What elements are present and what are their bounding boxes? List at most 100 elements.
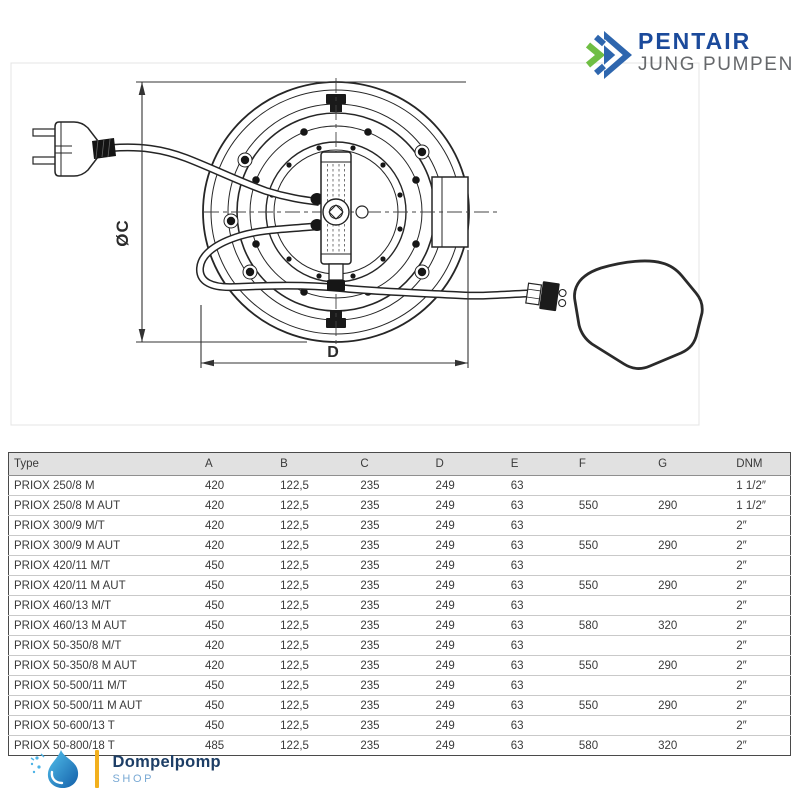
column-header: A	[196, 452, 273, 476]
drawing-border	[10, 62, 700, 426]
cell-value: 450	[196, 695, 273, 716]
table-body: PRIOX 250/8 M 420 122,5 235 249 63 1 1/2″ PRIOX…	[8, 476, 791, 756]
cell-value: 580	[570, 615, 651, 636]
column-header: DNM	[728, 452, 791, 476]
cell-type: PRIOX 250/8 M	[14, 479, 95, 492]
cell-value: 235	[352, 675, 428, 696]
table-row: PRIOX 420/11 M AUT 450 122,5 235 249 63 550 290…	[8, 575, 791, 596]
cell-value: 320	[650, 735, 729, 756]
pentair-subtitle: JUNG PUMPEN	[638, 54, 794, 75]
column-header: G	[650, 452, 729, 476]
cell-type: PRIOX 300/9 M/T	[8, 515, 197, 536]
table-row: PRIOX 50-600/13 T 450 122,5 235 249 63 2″	[8, 715, 791, 736]
cell-value	[650, 515, 729, 536]
cell-value: 420	[196, 655, 273, 676]
cell-value: 235	[352, 695, 428, 716]
cell-value: 2″	[728, 695, 791, 716]
cell-value: 249	[427, 735, 503, 756]
float-connector	[539, 281, 560, 312]
cell-value: 249	[427, 615, 503, 636]
pentair-wordmark: PENTAIR	[638, 28, 752, 54]
cell-value: 485	[196, 735, 273, 756]
cell-value	[571, 476, 650, 496]
dompelpomp-logo: Dompelpomp SHOP	[28, 748, 221, 790]
cell-type: PRIOX 460/13 M/T	[8, 595, 197, 616]
cell-value: 290	[650, 575, 729, 596]
cell-value: 235	[352, 555, 428, 576]
cell-value	[570, 715, 651, 736]
pentair-logo: PENTAIR JUNG PUMPEN	[584, 28, 794, 82]
cell-value	[650, 476, 728, 496]
power-cable	[111, 143, 320, 206]
cell-value: 122,5	[272, 655, 353, 676]
cell-type: PRIOX 50-350/8 M/T	[8, 635, 197, 656]
float-switch	[525, 259, 704, 370]
cell-value	[650, 715, 729, 736]
cell-type: PRIOX 460/13 M AUT	[8, 615, 197, 636]
cell-value: 63	[510, 479, 524, 492]
cell-value: 450	[196, 555, 273, 576]
float-cable	[196, 222, 539, 300]
cell-value: 235	[352, 595, 428, 616]
cell-value: 450	[196, 715, 273, 736]
cell-value: 249	[427, 675, 503, 696]
cell-value: 122,5	[280, 479, 309, 492]
cell-value: 2″	[728, 635, 791, 656]
cell-value: 122,5	[272, 675, 353, 696]
cell-value	[570, 555, 651, 576]
table-row: PRIOX 300/9 M/T 420 122,5 235 249 63 2″	[8, 515, 791, 536]
cell-value: 2″	[728, 715, 791, 736]
cell-value: 2″	[728, 655, 791, 676]
splash-dots	[30, 753, 45, 774]
cell-value: 235	[352, 535, 428, 556]
cell-value: 249	[427, 655, 503, 676]
cell-value: 122,5	[272, 715, 353, 736]
shop-sub: SHOP	[112, 772, 155, 785]
cell-value: 122,5	[272, 535, 353, 556]
cell-value: 249	[427, 575, 503, 596]
column-header: D	[427, 452, 503, 476]
cell-value	[570, 675, 651, 696]
column-header: Type	[8, 452, 197, 476]
cell-value: 249	[427, 595, 503, 616]
cell-value: 122,5	[272, 555, 353, 576]
column-header: C	[352, 452, 428, 476]
cell-value: 249	[435, 479, 455, 492]
mains-plug	[32, 121, 116, 177]
table-row: PRIOX 50-350/8 M/T 420 122,5 235 249 63 2″	[8, 635, 791, 656]
cell-value: 550	[570, 495, 651, 516]
cell-value: 122,5	[272, 575, 353, 596]
table-row: PRIOX 50-800/18 T 485 122,5 235 249 63 580 320 2…	[8, 735, 791, 756]
cell-value: 2″	[728, 575, 791, 596]
table-row: PRIOX 460/13 M/T 450 122,5 235 249 63 2″	[8, 595, 791, 616]
cell-value: 2″	[728, 515, 791, 536]
pump-technical-drawing: ØC D	[10, 62, 704, 426]
cell-value: 450	[196, 675, 273, 696]
cell-value: 63	[502, 715, 571, 736]
cell-value: 2″	[728, 535, 791, 556]
table-row: PRIOX 250/8 M 420 122,5 235 249 63 1 1/2″	[9, 476, 791, 496]
cell-value: 2″	[728, 675, 791, 696]
cell-value: 122,5	[272, 695, 353, 716]
cell-type: PRIOX 420/11 M/T	[8, 555, 197, 576]
cell-value	[650, 635, 729, 656]
table-row: PRIOX 300/9 M AUT 420 122,5 235 249 63 550 290 2…	[8, 535, 791, 556]
cell-value: 249	[427, 715, 503, 736]
cell-value: 235	[352, 735, 428, 756]
dimension-width-d	[200, 250, 469, 368]
cell-value: 420	[196, 515, 273, 536]
dim-label-diameter: ØC	[113, 219, 132, 247]
cell-value: 450	[196, 595, 273, 616]
plug-pin	[32, 128, 58, 137]
cell-value: 450	[196, 615, 273, 636]
cell-value: 450	[196, 575, 273, 596]
cell-type: PRIOX 420/11 M AUT	[8, 575, 197, 596]
cell-value: 249	[427, 635, 503, 656]
cell-value: 420	[196, 495, 273, 516]
cell-value: 249	[427, 515, 503, 536]
cell-type: PRIOX 250/8 M AUT	[8, 495, 197, 516]
cell-value: 1 1/2″	[728, 495, 791, 516]
cell-value: 235	[360, 479, 380, 492]
cell-value: 290	[650, 655, 729, 676]
